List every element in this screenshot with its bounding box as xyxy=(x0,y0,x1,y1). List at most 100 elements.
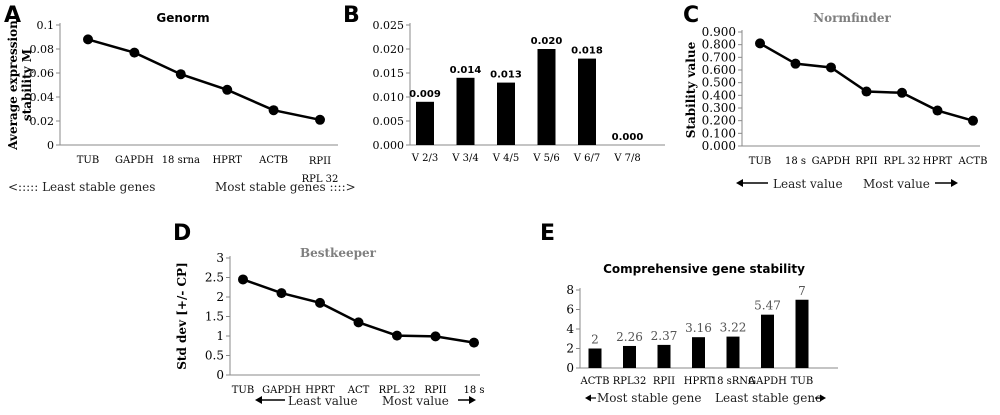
y-tick-label: 0 xyxy=(47,139,54,152)
data-point xyxy=(861,86,872,97)
y-tick-label: 0.700 xyxy=(702,50,736,64)
x-tick-label: HPRT xyxy=(684,376,714,387)
bar xyxy=(497,82,515,145)
bar xyxy=(456,77,475,145)
bar xyxy=(623,345,636,368)
panel-a-note-right: Most stable genes ::::> xyxy=(215,180,356,194)
y-tick-label: 0.000 xyxy=(373,139,405,152)
y-tick-label: 0.600 xyxy=(702,63,736,77)
x-tick-label: RPL32 xyxy=(613,376,647,387)
x-tick-label: ACTB xyxy=(580,376,610,387)
panel-label-d: D xyxy=(173,221,191,246)
data-point xyxy=(353,317,364,328)
y-axis-label-line: stability M xyxy=(20,49,34,121)
data-point xyxy=(315,297,325,308)
data-label: 0.014 xyxy=(450,65,482,76)
right-arrow-head xyxy=(951,179,958,187)
data-label: 0.009 xyxy=(409,89,441,100)
x-tick-label: GAPDH xyxy=(115,155,154,166)
x-tick-label: GAPDH xyxy=(748,376,787,387)
x-tick-label: TUB xyxy=(77,155,99,166)
y-tick-label: 0.200 xyxy=(702,114,736,128)
x-tick-label: V 7/8 xyxy=(613,153,641,164)
y-tick-label: 0.400 xyxy=(702,88,736,102)
y-tick-label: 0.300 xyxy=(702,101,736,115)
data-label: 2 xyxy=(591,333,599,347)
data-point xyxy=(430,331,441,342)
x-tick-label: TUB xyxy=(232,385,254,396)
y-tick-label: 3 xyxy=(216,251,224,265)
x-tick-label: 18 srna xyxy=(162,155,200,166)
x-tick-label: ACTB xyxy=(258,155,288,166)
x-tick-label: 18 s xyxy=(463,385,484,396)
panel-a-chart: 0 0.02 0.04 0.06 0.08 0.1 Genorm Average expres… xyxy=(6,11,338,185)
y-tick-label: 0.010 xyxy=(373,91,405,104)
x-tick-label: 18 s xyxy=(785,156,806,167)
x-tick-label: HPRT xyxy=(212,155,242,166)
x-tick-label: RPII xyxy=(309,156,331,167)
y-tick-label: 6 xyxy=(566,303,574,317)
panel-d-notes: Least value Most value xyxy=(255,394,476,408)
x-tick-label: V 2/3 xyxy=(411,153,439,164)
x-tick-label: V 3/4 xyxy=(451,153,479,164)
series-line xyxy=(242,278,475,344)
panel-c-note-left: Least value xyxy=(773,177,843,191)
data-point xyxy=(276,288,287,299)
y-tick-label: 0 xyxy=(566,361,574,375)
x-tick-label: GAPDH xyxy=(812,156,851,167)
y-tick-label: 1.5 xyxy=(205,310,224,324)
x-tick-label: HPRT xyxy=(305,385,335,396)
data-label: 3.22 xyxy=(720,321,747,335)
y-tick-label: 1 xyxy=(216,329,224,343)
data-label: 0.020 xyxy=(531,36,563,47)
right-arrow-head xyxy=(469,396,476,404)
panel-a-note-left: <::::: Least stable genes xyxy=(8,180,155,194)
x-tick-label: V 5/6 xyxy=(532,153,560,164)
data-point xyxy=(932,105,943,116)
panel-e-note-left: Most stable gene xyxy=(597,391,702,405)
left-arrow-head xyxy=(255,396,262,404)
panel-label-b: B xyxy=(343,3,360,28)
x-tick-label: V 6/7 xyxy=(573,153,601,164)
panel-label-a: A xyxy=(4,3,21,28)
bar xyxy=(726,336,740,368)
chart-title: Genorm xyxy=(156,11,209,25)
data-label: 2.26 xyxy=(616,330,643,344)
data-label: 0.000 xyxy=(612,132,644,143)
right-arrow-head xyxy=(820,394,826,402)
x-tick-label: TUB xyxy=(791,376,813,387)
y-tick-label: 0.015 xyxy=(373,67,405,80)
y-tick-label: 2 xyxy=(216,290,224,304)
bar xyxy=(761,314,774,368)
data-point xyxy=(968,115,978,126)
data-label: 0.013 xyxy=(490,70,522,81)
x-tick-label: RPII xyxy=(855,156,877,167)
bar xyxy=(795,299,809,368)
panel-c-note-right: Most value xyxy=(863,177,930,191)
data-point xyxy=(83,34,93,45)
data-point xyxy=(897,87,907,98)
panel-e-notes: Most stable gene Least stable gene xyxy=(585,391,826,405)
y-axis-label: Average expressionstability M xyxy=(6,20,34,151)
x-tick-label: RPL 32 xyxy=(379,385,416,396)
y-axis-label: Stability value xyxy=(684,41,698,138)
y-tick-label: 0.900 xyxy=(702,25,736,39)
y-tick-label: 0.005 xyxy=(373,115,405,128)
bar xyxy=(588,348,602,368)
x-tick-label: RPII xyxy=(424,385,446,396)
panel-d-note-right: Most value xyxy=(382,394,449,408)
y-tick-label: 2.5 xyxy=(205,271,224,285)
data-point xyxy=(469,337,479,348)
data-point xyxy=(268,105,279,116)
y-tick-label: 0.500 xyxy=(702,76,736,90)
panel-b-chart: 0.000 0.005 0.010 0.015 0.020 0.025 V 2/3 V 3/4… xyxy=(373,19,665,164)
y-tick-label: 0.06 xyxy=(30,67,55,80)
y-tick-label: 0.5 xyxy=(205,349,224,363)
x-tick-label: GAPDH xyxy=(262,385,301,396)
left-arrow-head xyxy=(736,179,743,187)
x-tick-label: ACTB xyxy=(958,156,988,167)
x-tick-label: V 4/5 xyxy=(492,153,520,164)
x-tick-label: RPL 32 xyxy=(302,174,339,185)
data-label: 5.47 xyxy=(754,299,781,313)
data-point xyxy=(222,84,233,95)
